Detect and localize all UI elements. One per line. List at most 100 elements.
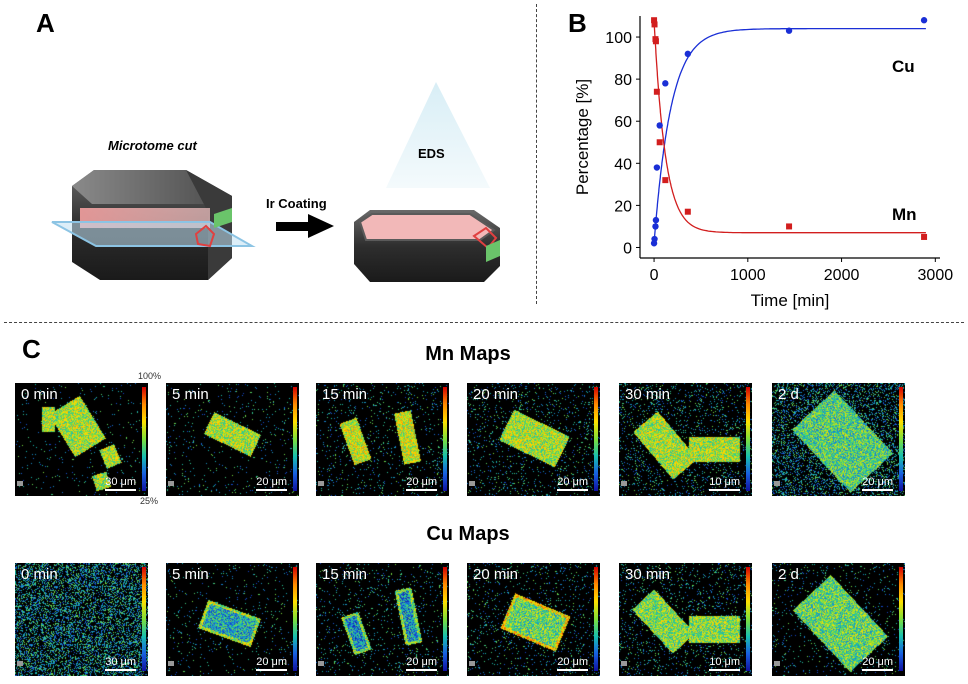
x-tick-label: 2000 — [824, 267, 860, 284]
mn-data-point — [786, 223, 793, 230]
y-tick-label: 80 — [614, 72, 632, 89]
map-colorbar — [142, 567, 146, 671]
cu-data-point — [684, 50, 692, 58]
map-scale-bar: 30 μm — [105, 476, 136, 491]
map-colorbar — [293, 567, 297, 671]
cu-data-point — [656, 122, 663, 129]
map-colorbar — [594, 567, 598, 671]
series-label-cu: Cu — [892, 57, 915, 76]
map-time-label: 2 d — [778, 566, 799, 583]
x-tick-label: 3000 — [918, 267, 954, 284]
mn-map-4: 30 min 10 μm — [619, 383, 752, 496]
cu-maps-title: Cu Maps — [426, 523, 510, 545]
mn-data-point — [651, 17, 658, 24]
crystal-before-cut — [51, 170, 256, 280]
coating-label: Ir Coating — [266, 196, 327, 211]
map-time-label: 15 min — [322, 386, 368, 403]
map-time-label: 2 d — [778, 386, 799, 403]
cu-data-point — [920, 17, 928, 24]
cu-map-1: 5 min 20 μm — [166, 563, 299, 676]
cu-data-point — [652, 223, 659, 230]
mn-map-2: 15 min 20 μm — [316, 383, 449, 496]
scale-bar-label: 30 μm — [105, 476, 136, 488]
map-image — [316, 383, 449, 496]
mn-map-5: 2 d 20 μm — [772, 383, 905, 496]
map-colorbar — [142, 387, 146, 491]
map-scale-bar: 20 μm — [256, 476, 287, 491]
map-time-label: 20 min — [473, 386, 519, 403]
map-corner-mark — [621, 661, 627, 666]
y-tick-label: 60 — [614, 114, 632, 131]
mn-data-point — [651, 21, 658, 28]
map-colorbar — [746, 567, 750, 671]
cu-data-point — [662, 80, 669, 87]
scale-bar-label: 10 μm — [709, 656, 740, 668]
map-time-label: 0 min — [21, 566, 58, 583]
mn-data-point — [652, 38, 659, 45]
scale-bar-label: 20 μm — [862, 656, 893, 668]
eds-beam — [386, 82, 490, 188]
y-tick-label: 40 — [614, 156, 632, 173]
map-colorbar — [899, 567, 903, 671]
cu-map-5: 2 d 20 μm — [772, 563, 905, 676]
scale-bar-label: 20 μm — [557, 476, 588, 488]
cu-map-3: 20 min 20 μm — [467, 563, 600, 676]
map-image — [15, 383, 148, 496]
map-time-label: 15 min — [322, 566, 368, 583]
colorbar-max-label: 100% — [138, 371, 162, 381]
map-time-label: 5 min — [172, 386, 209, 403]
map-corner-mark — [318, 481, 324, 486]
map-scale-bar: 10 μm — [709, 656, 740, 671]
map-colorbar — [443, 387, 447, 491]
mn-data-point — [684, 208, 691, 215]
mn-fit-curve — [653, 20, 926, 234]
mn-map-1: 5 min 20 μm — [166, 383, 299, 496]
map-corner-mark — [774, 661, 780, 666]
y-tick-label: 0 — [623, 240, 632, 257]
arrow-icon — [276, 214, 334, 238]
cu-data-point — [653, 164, 661, 171]
map-scale-bar: 20 μm — [406, 656, 437, 671]
map-corner-mark — [168, 481, 174, 486]
colorbar-min-label: 25% — [140, 496, 159, 506]
scale-bar-label: 20 μm — [256, 656, 287, 668]
map-colorbar — [746, 387, 750, 491]
map-time-label: 20 min — [473, 566, 519, 583]
map-corner-mark — [318, 661, 324, 666]
panel-label-b: B — [568, 8, 587, 38]
map-corner-mark — [621, 481, 627, 486]
x-axis-label: Time [min] — [751, 291, 830, 310]
map-colorbar — [899, 387, 903, 491]
mn-data-point — [662, 177, 669, 184]
scale-bar-label: 20 μm — [406, 476, 437, 488]
mn-map-0: 0 min 30 μm — [15, 383, 148, 496]
kinetics-chart: 0 20 40 60 80 100 0 1000 2000 3000 Time [min] Pe… — [573, 16, 954, 310]
map-scale-bar: 20 μm — [862, 476, 893, 491]
mn-map-3: 20 min 20 μm — [467, 383, 600, 496]
map-image — [772, 383, 905, 496]
mn-data-point — [656, 139, 663, 146]
mn-data-point — [921, 233, 928, 240]
y-axis-label: Percentage [%] — [573, 79, 592, 195]
scale-bar-label: 20 μm — [256, 476, 287, 488]
cu-map-0: 0 min 30 μm — [15, 563, 148, 676]
map-time-label: 30 min — [625, 386, 671, 403]
scale-bar-label: 10 μm — [709, 476, 740, 488]
y-tick-label: 20 — [614, 198, 632, 215]
scale-bar-label: 30 μm — [105, 656, 136, 668]
map-image — [619, 563, 752, 676]
map-colorbar — [443, 567, 447, 671]
scale-bar-label: 20 μm — [557, 656, 588, 668]
map-scale-bar: 20 μm — [862, 656, 893, 671]
mn-maps-title: Mn Maps — [425, 343, 511, 365]
panel-label-c: C — [22, 334, 41, 364]
schematic-panel: Microtome cut Ir Coating EDS — [51, 82, 500, 282]
map-corner-mark — [17, 481, 23, 486]
map-colorbar — [293, 387, 297, 491]
x-tick-label: 1000 — [730, 267, 766, 284]
panel-label-a: A — [36, 8, 55, 38]
scale-bar-label: 20 μm — [862, 476, 893, 488]
cu-map-2: 15 min 20 μm — [316, 563, 449, 676]
mn-data-point — [653, 88, 660, 95]
map-time-label: 0 min — [21, 386, 58, 403]
